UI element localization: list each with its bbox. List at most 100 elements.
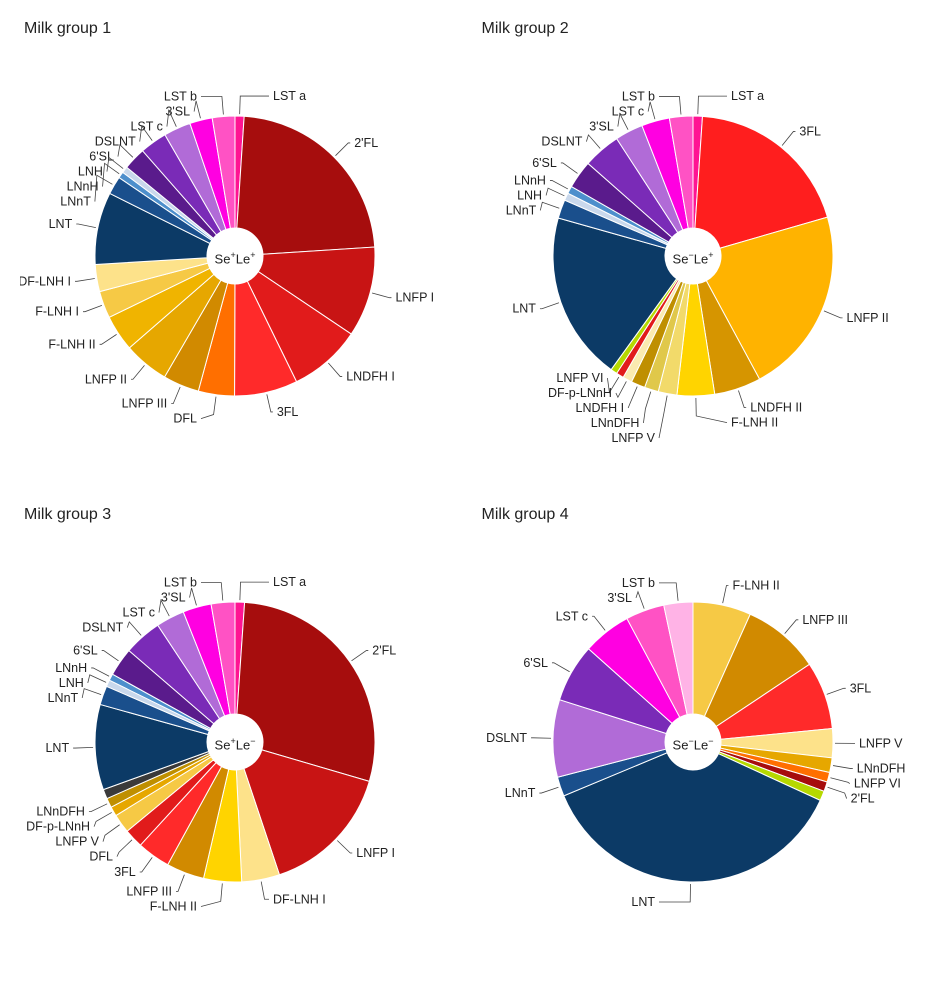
slice-label: 6'SL [532, 156, 557, 170]
slice-label: DSLNT [95, 135, 136, 149]
leader-line [103, 825, 120, 842]
leader-line [201, 883, 222, 906]
slice-label: LNnT [505, 203, 536, 217]
leader-line [91, 668, 109, 676]
slice-label: LNFP I [395, 291, 434, 305]
slice-label: LNFP I [356, 846, 395, 860]
leader-line [94, 812, 112, 826]
leader-line [176, 875, 184, 892]
panel-title-2: Milk group 2 [482, 20, 916, 38]
leader-line [659, 97, 681, 115]
slice-label: F-LNH II [731, 416, 778, 430]
center-label: Se+Le+ [215, 250, 256, 266]
leader-line [201, 583, 223, 601]
slice-label: F-LNH II [732, 579, 779, 593]
slice-label: DFL [173, 412, 197, 426]
chart-grid: Milk group 1 LST a 2'FL LNFP I LNDFH I 3FL LS… [20, 20, 915, 932]
leader-line [643, 392, 650, 423]
panel-title-3: Milk group 3 [24, 506, 458, 524]
slice-label: 6'SL [523, 656, 548, 670]
slice-label: 3'SL [589, 120, 614, 134]
slice-label: LNFP V [858, 736, 902, 750]
leader-line [83, 305, 102, 311]
leader-line [551, 663, 569, 672]
chart-3: LST a2'FLLNFP IDF-LNH ILST b3'SLLST cDSL… [20, 532, 450, 932]
slice-label: 3FL [114, 865, 136, 879]
leader-line [240, 96, 269, 114]
leader-line [75, 278, 95, 281]
leader-line [131, 365, 144, 379]
leader-line [833, 766, 853, 769]
leader-line [738, 391, 746, 408]
leader-line [76, 224, 96, 228]
leader-line [352, 651, 369, 661]
leader-line [117, 840, 132, 857]
center-label: Se+Le− [215, 736, 256, 752]
leader-line [586, 135, 600, 149]
leader-line [89, 804, 107, 812]
slice-label: LNnH [55, 661, 87, 675]
leader-line [261, 882, 269, 900]
slice-label: LNFP VI [556, 371, 603, 385]
leader-line [201, 397, 216, 419]
slice-label: 2'FL [372, 644, 396, 658]
slice-label: LNH [517, 188, 542, 202]
slice-label: LNT [631, 895, 655, 909]
leader-line [549, 180, 567, 189]
chart-1: LST a2'FLLNFP ILNDFH I3FLLST b3'SLLST cD… [20, 46, 450, 446]
slice-label: LNH [59, 676, 84, 690]
leader-line [267, 394, 273, 412]
panel-title-1: Milk group 1 [24, 20, 458, 38]
leader-line [190, 588, 197, 605]
leader-line [659, 583, 678, 601]
slice-label: DF-LNH I [20, 274, 71, 288]
slice-label: LNnDFH [590, 416, 639, 430]
leader-line [539, 787, 558, 793]
leader-line [635, 592, 643, 609]
slice-label: F-LNH II [150, 899, 197, 913]
slice-label: F-LNH I [35, 305, 79, 319]
slice-label: LNDFH II [750, 401, 802, 415]
leader-line [102, 651, 119, 661]
slice-label: LNnH [514, 173, 546, 187]
leader-line [372, 293, 391, 298]
leader-line [127, 622, 141, 636]
panel-milk-group-2: Milk group 2 LST a3FLLNFP IILNDFH IIF-LN… [478, 20, 916, 446]
leader-line [784, 620, 798, 634]
slice-label: 6'SL [89, 150, 114, 164]
leader-line [539, 303, 558, 309]
slice-label: DF-p-LNnH [26, 820, 90, 834]
slice-label: DF-LNH I [273, 892, 326, 906]
slice-label: LNFP III [126, 884, 172, 898]
center-label: Se−Le− [672, 736, 713, 752]
slice-label: LNT [512, 302, 536, 316]
slice-label: LNFP III [802, 613, 848, 627]
slice-label: LST a [273, 575, 306, 589]
slice-label: DSLNT [486, 731, 527, 745]
slice-label: LNnH [67, 180, 99, 194]
leader-line [328, 363, 342, 377]
leader-line [560, 163, 577, 173]
leader-line [823, 311, 842, 318]
slice-label: LNnT [48, 691, 79, 705]
leader-line [88, 675, 106, 683]
slice-label: 6'SL [73, 644, 98, 658]
leader-line [592, 616, 605, 630]
slice-label: LNFP VI [853, 777, 900, 791]
leader-line [648, 102, 655, 119]
leader-line [240, 582, 269, 600]
slice-label: LNFP III [122, 397, 168, 411]
slice-label: LNnDFH [856, 762, 905, 776]
slice-label: LNnDFH [36, 805, 85, 819]
leader-line [335, 143, 350, 156]
leader-line [100, 334, 117, 344]
slice-label: LNFP II [85, 372, 127, 386]
leader-line [140, 857, 152, 872]
slice-label: LST c [123, 606, 155, 620]
slice-label: LNFP II [846, 311, 888, 325]
leader-line [659, 884, 691, 902]
slice-label: 2'FL [354, 136, 378, 150]
slice-label: LNFP V [611, 431, 655, 445]
slice-label: LNDFH I [346, 370, 395, 384]
slice-label: DSLNT [82, 621, 123, 635]
